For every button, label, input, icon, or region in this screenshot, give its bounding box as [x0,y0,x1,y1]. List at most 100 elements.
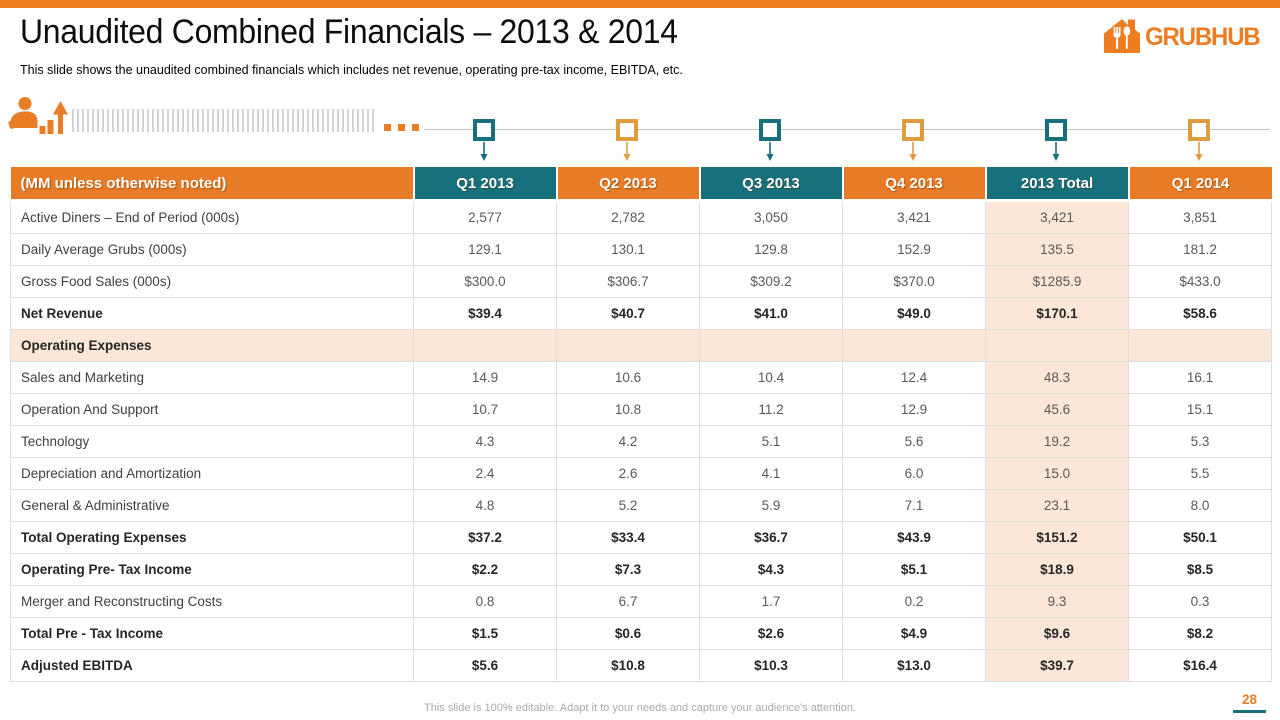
value-cell [413,329,557,362]
row-label-cell: Merger and Reconstructing Costs [10,585,414,618]
row-label-cell: Gross Food Sales (000s) [10,265,414,298]
value-cell: 8.0 [1128,489,1272,522]
value-cell: 5.3 [1128,425,1272,458]
value-cell: $4.9 [842,617,986,650]
value-cell: $8.2 [1128,617,1272,650]
value-cell: 5.5 [1128,457,1272,490]
value-cell: $58.6 [1128,297,1272,330]
value-cell: 0.8 [413,585,557,618]
value-cell: $10.8 [556,649,700,682]
value-cell: $0.6 [556,617,700,650]
value-cell: 4.2 [556,425,700,458]
value-cell: 12.4 [842,361,986,394]
row-label-cell: Net Revenue [10,297,414,330]
value-cell: 3,050 [699,200,843,234]
value-cell: $37.2 [413,521,557,554]
value-cell: $39.4 [413,297,557,330]
value-cell: 5.9 [699,489,843,522]
value-cell: 15.1 [1128,393,1272,426]
table-row: Total Operating Expenses $37.2 $33.4 $36.7 $… [10,521,1272,554]
value-cell: $1.5 [413,617,557,650]
value-cell [556,329,700,362]
value-cell: $2.2 [413,553,557,586]
value-cell: 0.2 [842,585,986,618]
row-label-cell: Operating Expenses [10,329,414,362]
table-header-cell: Q1 2013 [412,167,557,202]
table-row: Daily Average Grubs (000s) 129.1 130.1 129.… [10,233,1272,266]
value-cell: 19.2 [985,425,1129,458]
value-cell: 5.6 [842,425,986,458]
value-cell: $39.7 [985,649,1129,682]
ticker-bars-decoration [72,109,376,132]
timeline-marker [1045,119,1067,162]
value-cell: $2.6 [699,617,843,650]
value-cell: 23.1 [985,489,1129,522]
value-cell: 2,782 [556,200,700,234]
timeline-marker [473,119,495,162]
value-cell: $18.9 [985,553,1129,586]
table-row: General & Administrative 4.8 5.2 5.9 7.1 23.1… [10,489,1272,522]
row-label-cell: Active Diners – End of Period (000s) [10,200,414,234]
value-cell: 1.7 [699,585,843,618]
value-cell: 14.9 [413,361,557,394]
grubhub-logo-text: GRUBHUB [1144,23,1261,51]
value-cell: 2,577 [413,200,557,234]
value-cell: $1285.9 [985,265,1129,298]
value-cell: $5.6 [413,649,557,682]
timeline-marker [759,119,781,162]
row-label-cell: General & Administrative [10,489,414,522]
row-label-cell: Operating Pre- Tax Income [10,553,414,586]
value-cell: 5.2 [556,489,700,522]
grubhub-logo: GRUBHUB [1102,16,1264,59]
value-cell: 11.2 [699,393,843,426]
value-cell: $43.9 [842,521,986,554]
value-cell: 4.1 [699,457,843,490]
value-cell: 16.1 [1128,361,1272,394]
table-header-cell: Q2 2013 [555,167,700,202]
value-cell: $33.4 [556,521,700,554]
value-cell: $40.7 [556,297,700,330]
table-row: Operating Pre- Tax Income $2.2 $7.3 $4.3 $5.… [10,553,1272,586]
value-cell: 4.8 [413,489,557,522]
page-number: 28 [1232,692,1266,713]
timeline-marker [1188,119,1210,162]
value-cell: $50.1 [1128,521,1272,554]
grubhub-house-icon [1102,16,1142,59]
value-cell: 12.9 [842,393,986,426]
timeline-marker [902,119,924,162]
row-label-cell: Depreciation and Amortization [10,457,414,490]
value-cell: 181.2 [1128,233,1272,266]
value-cell: $5.1 [842,553,986,586]
value-cell: $13.0 [842,649,986,682]
value-cell: $36.7 [699,521,843,554]
financials-table: (MM unless otherwise noted) Q1 2013 Q2 201… [10,167,1272,682]
table-header-cell: Q3 2013 [698,167,843,202]
value-cell: $4.3 [699,553,843,586]
value-cell: $151.2 [985,521,1129,554]
value-cell [985,329,1129,362]
value-cell: 3,851 [1128,200,1272,234]
row-label-cell: Total Operating Expenses [10,521,414,554]
value-cell: 7.1 [842,489,986,522]
value-cell: 0.3 [1128,585,1272,618]
table-row: Operation And Support 10.7 10.8 11.2 12.9 45.… [10,393,1272,426]
value-cell: $309.2 [699,265,843,298]
value-cell: 6.0 [842,457,986,490]
value-cell: 130.1 [556,233,700,266]
table-row: Adjusted EBITDA $5.6 $10.8 $10.3 $13.0 $39.7 $… [10,649,1272,682]
value-cell: 152.9 [842,233,986,266]
footer-note: This slide is 100% editable. Adapt it to… [424,702,856,714]
value-cell: 129.8 [699,233,843,266]
value-cell: 4.3 [413,425,557,458]
row-label-cell: Total Pre - Tax Income [10,617,414,650]
table-header-cell: Q4 2013 [841,167,986,202]
value-cell: $300.0 [413,265,557,298]
value-cell: 10.7 [413,393,557,426]
row-label-cell: Technology [10,425,414,458]
value-cell [842,329,986,362]
timeline-line [424,129,1270,130]
value-cell: $41.0 [699,297,843,330]
value-cell: $8.5 [1128,553,1272,586]
table-header-cell: 2013 Total [984,167,1129,202]
ellipsis-squares-decoration [384,124,419,131]
